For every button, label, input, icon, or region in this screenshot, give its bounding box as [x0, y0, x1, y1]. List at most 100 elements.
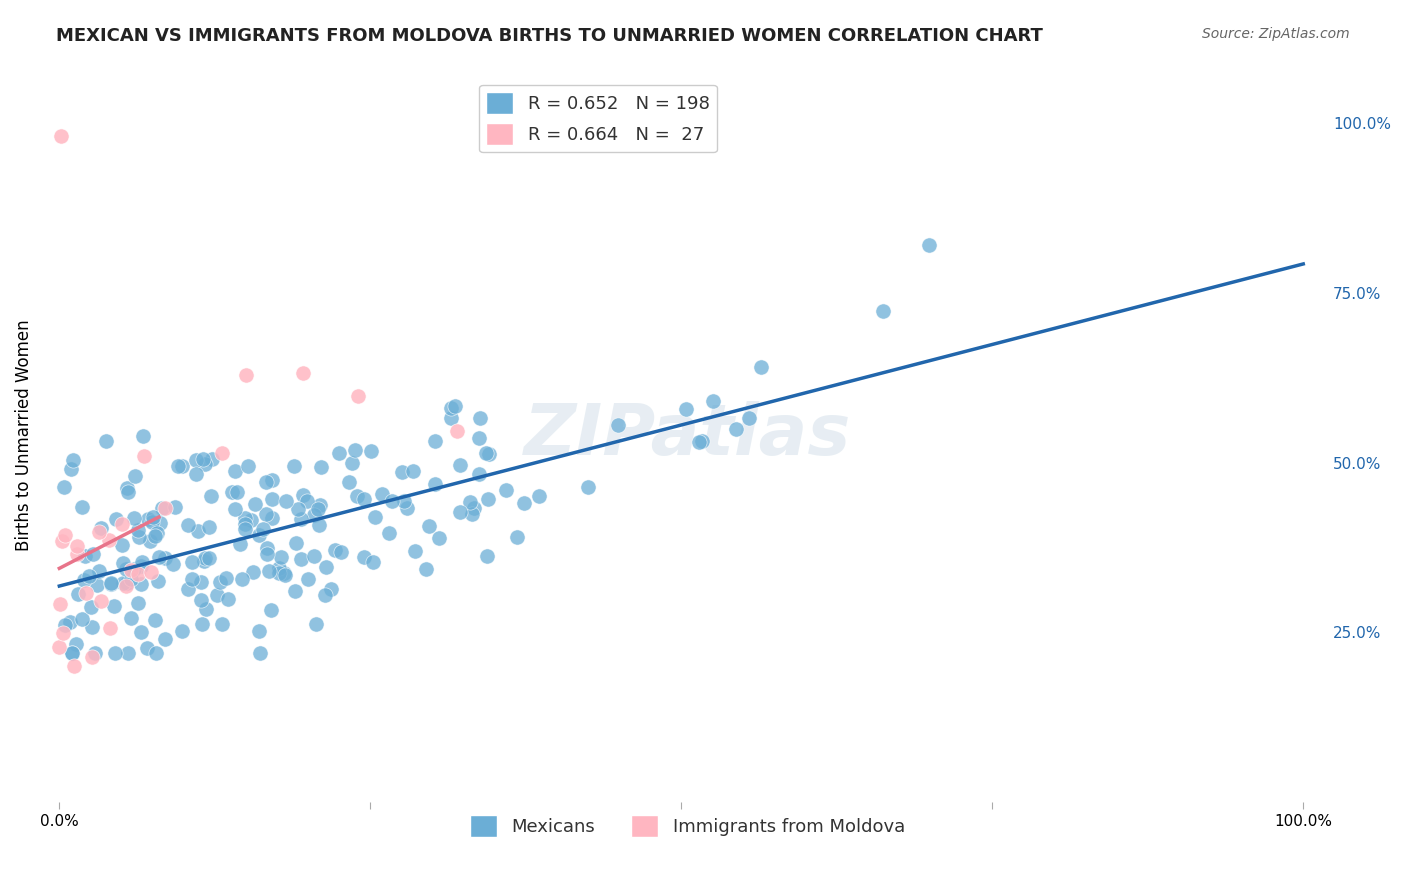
Point: [120, 610, 142, 624]
Point: [215, 571, 238, 585]
Point: [143, 529, 166, 543]
Point: [224, 464, 246, 478]
Point: [124, 468, 146, 483]
Point: [297, 573, 319, 587]
Point: [252, 522, 274, 536]
Point: [295, 494, 318, 508]
Point: [198, 551, 221, 566]
Point: [87, 524, 110, 539]
Point: [330, 544, 353, 558]
Point: [165, 500, 187, 514]
Point: [231, 572, 253, 586]
Point: [702, 394, 724, 409]
Point: [688, 435, 710, 450]
Point: [284, 584, 307, 599]
Point: [127, 566, 149, 581]
Point: [221, 485, 243, 500]
Point: [233, 516, 256, 531]
Point: [208, 574, 231, 589]
Point: [458, 494, 481, 508]
Point: [149, 516, 172, 531]
Point: [304, 617, 326, 632]
Point: [59, 615, 82, 629]
Point: [242, 565, 264, 579]
Point: [371, 487, 394, 501]
Point: [155, 500, 177, 515]
Point: [353, 492, 375, 507]
Point: [460, 507, 482, 521]
Point: [269, 561, 291, 575]
Point: [323, 543, 346, 558]
Point: [105, 511, 128, 525]
Point: [148, 549, 170, 564]
Point: [427, 531, 450, 545]
Point: [194, 457, 217, 471]
Point: [98, 533, 121, 548]
Point: [463, 500, 485, 515]
Point: [205, 588, 228, 602]
Point: [361, 555, 384, 569]
Point: [90, 594, 112, 608]
Point: [111, 557, 134, 571]
Point: [292, 366, 315, 380]
Point: [124, 511, 146, 525]
Point: [340, 456, 363, 470]
Point: [190, 574, 212, 589]
Point: [115, 576, 138, 591]
Point: [238, 459, 260, 474]
Point: [449, 458, 471, 473]
Point: [127, 597, 149, 611]
Point: [415, 562, 437, 576]
Legend: Mexicans, Immigrants from Moldova: Mexicans, Immigrants from Moldova: [463, 808, 912, 845]
Point: [249, 646, 271, 660]
Point: [270, 550, 292, 565]
Point: [90, 521, 112, 535]
Point: [82, 620, 104, 634]
Point: [190, 593, 212, 607]
Point: [443, 399, 465, 413]
Point: [233, 522, 256, 536]
Point: [229, 537, 252, 551]
Point: [120, 563, 142, 577]
Point: [309, 499, 332, 513]
Point: [62, 453, 84, 467]
Point: [104, 646, 127, 660]
Point: [131, 555, 153, 569]
Point: [211, 446, 233, 460]
Point: [191, 617, 214, 632]
Point: [141, 566, 163, 580]
Point: [328, 446, 350, 460]
Point: [262, 473, 284, 487]
Point: [181, 556, 204, 570]
Point: [260, 511, 283, 525]
Point: [468, 467, 491, 481]
Point: [122, 562, 145, 576]
Point: [233, 510, 256, 524]
Point: [307, 502, 329, 516]
Point: [115, 481, 138, 495]
Point: [70, 612, 93, 626]
Point: [86, 578, 108, 592]
Point: [235, 368, 257, 383]
Point: [87, 564, 110, 578]
Point: [65, 547, 87, 561]
Point: [260, 603, 283, 617]
Point: [321, 582, 343, 597]
Point: [141, 516, 163, 530]
Point: [194, 601, 217, 615]
Point: [66, 540, 89, 554]
Point: [84, 646, 107, 660]
Point: [337, 475, 360, 489]
Point: [103, 599, 125, 613]
Point: [449, 505, 471, 519]
Point: [65, 637, 87, 651]
Point: [347, 389, 370, 403]
Point: [606, 417, 628, 432]
Text: Source: ZipAtlas.com: Source: ZipAtlas.com: [1202, 27, 1350, 41]
Point: [439, 401, 461, 415]
Point: [285, 536, 308, 550]
Point: [287, 501, 309, 516]
Point: [725, 422, 748, 436]
Point: [423, 477, 446, 491]
Point: [477, 549, 499, 564]
